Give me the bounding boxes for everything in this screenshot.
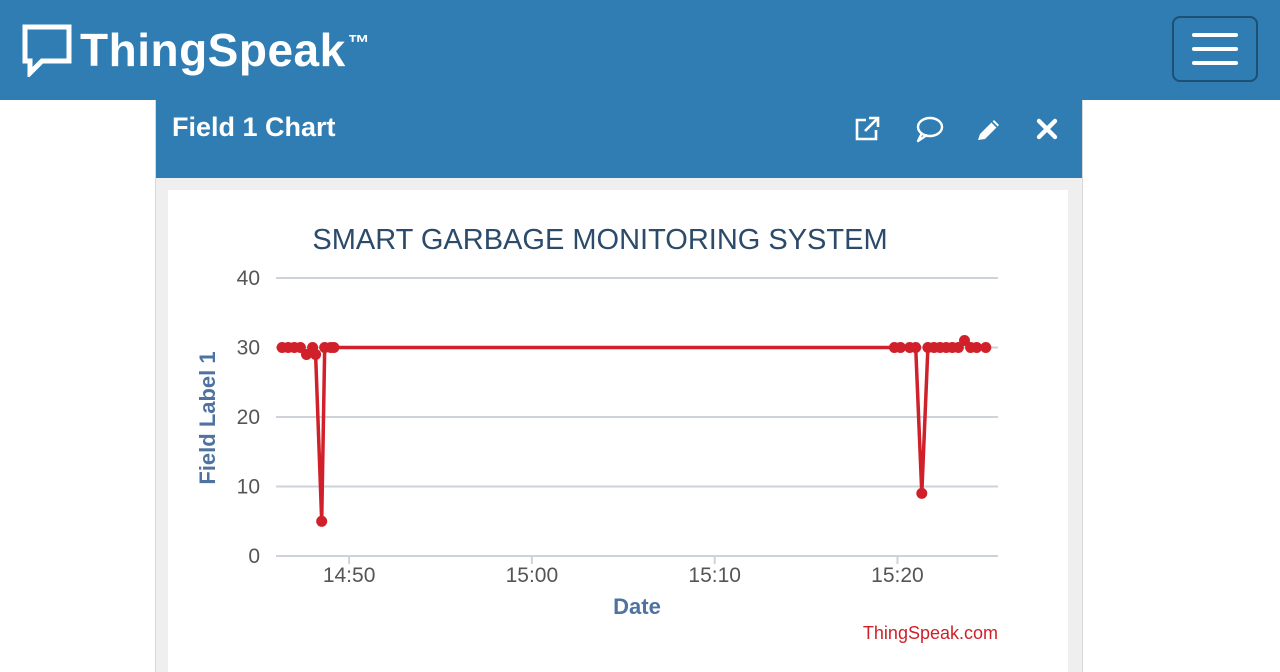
field-chart-card: Field 1 Chart SMART GARBAGE MONITORING S…	[155, 100, 1083, 672]
x-tick-label: 15:10	[688, 564, 741, 587]
data-point	[895, 342, 906, 353]
hamburger-menu-button[interactable]	[1172, 16, 1258, 82]
data-point	[916, 487, 928, 499]
data-point	[910, 342, 922, 353]
menu-bar	[1192, 33, 1238, 37]
x-axis-label: Date	[613, 594, 661, 619]
y-tick-label: 20	[237, 406, 260, 429]
brand-logo[interactable]: ThingSpeak™	[22, 22, 370, 78]
y-tick-label: 40	[237, 267, 260, 290]
external-link-icon[interactable]	[852, 114, 882, 144]
data-point	[971, 342, 983, 353]
line-chart: SMART GARBAGE MONITORING SYSTEM 0 10 20 30 40…	[195, 224, 998, 643]
x-tick-label: 15:20	[871, 564, 924, 587]
menu-bar	[1192, 47, 1238, 51]
menu-bar	[1192, 61, 1238, 65]
chart-panel: SMART GARBAGE MONITORING SYSTEM 0 10 20 30 40…	[168, 190, 1068, 672]
brand-name: ThingSpeak™	[80, 24, 371, 76]
chart-title: SMART GARBAGE MONITORING SYSTEM	[312, 224, 887, 256]
y-tick-label: 0	[248, 545, 260, 568]
chart-credit: ThingSpeak.com	[863, 623, 998, 643]
speech-bubble-icon	[22, 24, 72, 77]
pencil-icon[interactable]	[974, 114, 1004, 144]
series-line	[282, 338, 986, 524]
top-navbar: ThingSpeak™	[0, 0, 1280, 100]
card-header: Field 1 Chart	[156, 100, 1082, 178]
data-point	[980, 342, 992, 353]
y-tick-label: 30	[237, 337, 260, 360]
data-point	[328, 342, 340, 353]
data-point	[310, 349, 322, 360]
x-tick-label: 14:50	[323, 564, 376, 587]
card-title: Field 1 Chart	[172, 112, 336, 142]
comment-icon[interactable]	[914, 114, 944, 144]
y-tick-label: 10	[237, 476, 260, 499]
data-point	[316, 515, 328, 527]
close-icon[interactable]	[1032, 114, 1062, 144]
x-tick-label: 15:00	[506, 564, 559, 587]
y-axis-label: Field Label 1	[195, 351, 220, 484]
